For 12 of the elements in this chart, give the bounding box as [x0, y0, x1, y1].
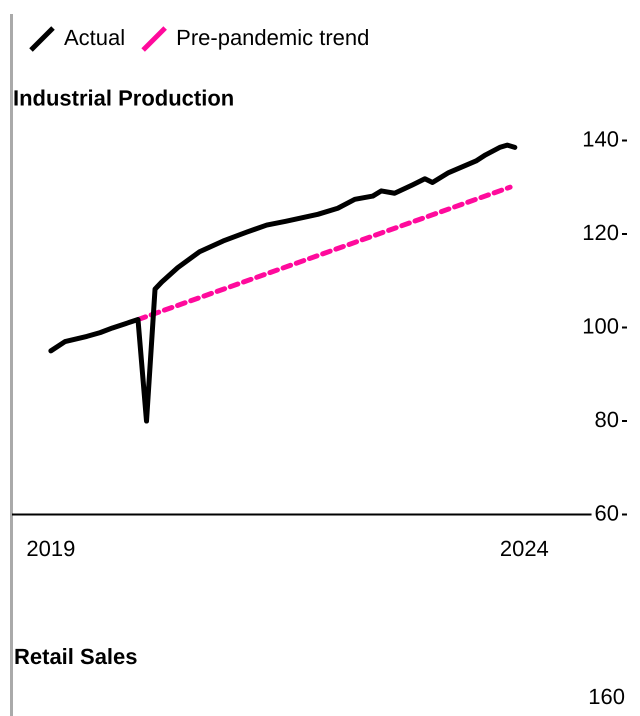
text: Retail Sales: [14, 644, 138, 670]
legend-label: Actual: [64, 25, 126, 50]
legend-label: Pre-pandemic trend: [176, 25, 370, 50]
text: 160: [588, 684, 625, 710]
y-tick-label: 100: [582, 314, 619, 339]
y-tick-label: 80: [594, 407, 619, 432]
x-tick-label: 2024: [500, 536, 549, 561]
y-tick-label: 140: [582, 126, 619, 152]
y-tick-label: 60: [594, 500, 619, 526]
y-tick-label: 120: [582, 220, 619, 246]
chart-title: Industrial Production: [13, 85, 234, 110]
x-tick-label: 2019: [26, 536, 76, 561]
